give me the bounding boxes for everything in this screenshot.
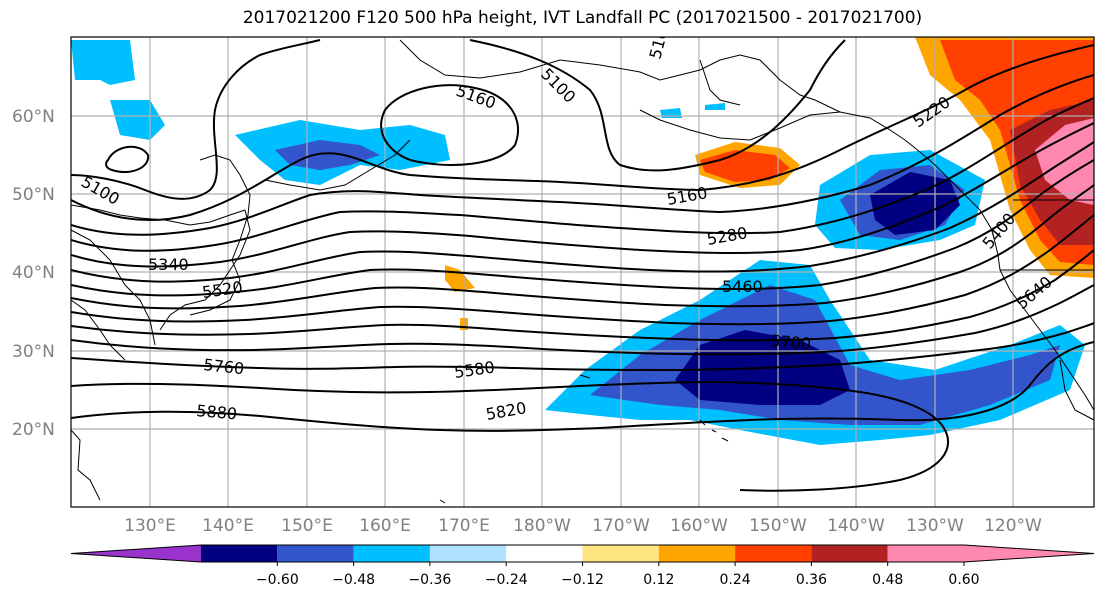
contour-label: 5760 (203, 355, 245, 378)
colorbar-outline (70, 544, 1095, 563)
colorbar: −0.60 −0.48 −0.36 −0.24 −0.12 0.12 0.24 0.36 0.4… (70, 544, 1095, 588)
colorbar-tick-label: 0.12 (643, 572, 674, 588)
colorbar-tick-label: −0.36 (408, 572, 451, 588)
lat-label: 50°N (12, 185, 55, 205)
lon-label: 140°E (202, 516, 254, 536)
colorbar-tick-label: −0.60 (256, 572, 299, 588)
lon-label: 130°W (906, 516, 964, 536)
lon-label: 120°W (984, 516, 1042, 536)
lon-label: 150°E (281, 516, 333, 536)
colorbar-segment (201, 545, 278, 562)
colorbar-segment (582, 545, 659, 562)
contour-label: 5340 (148, 255, 189, 274)
colorbar-tick-label: −0.24 (485, 572, 528, 588)
latitude-labels: 60°N 50°N 40°N 30°N 20°N (12, 107, 55, 440)
colorbar-tick-label: −0.12 (561, 572, 604, 588)
colorbar-tick-label: 0.24 (720, 572, 751, 588)
colorbar-segment (429, 545, 507, 562)
colorbar-segment (658, 545, 736, 562)
colorbar-extension-high (964, 545, 1094, 562)
colorbar-segment (735, 545, 812, 562)
lat-label: 60°N (12, 107, 55, 127)
lon-label: 180°W (513, 516, 571, 536)
lon-label: 170°E (438, 516, 490, 536)
contour-label: 5880 (196, 401, 238, 423)
colorbar-tick-label: 0.60 (948, 572, 979, 588)
longitude-labels: 130°E 140°E 150°E 160°E 170°E 180°W 170°… (124, 516, 1042, 536)
plot-frame (70, 36, 1095, 508)
colorbar-extension-low (71, 545, 201, 562)
lon-label: 130°E (124, 516, 176, 536)
height-contours (71, 39, 1094, 492)
contour-label: 5700 (770, 331, 812, 353)
colorbar-segment (811, 545, 888, 562)
map-title: 2017021200 F120 500 hPa height, IVT Land… (242, 8, 923, 28)
lon-label: 160°W (670, 516, 728, 536)
colorbar-tick-label: −0.48 (332, 572, 375, 588)
colorbar-segment (887, 545, 964, 562)
colorbar-segment (277, 545, 354, 562)
lon-label: 160°E (359, 516, 411, 536)
lon-label: 150°W (749, 516, 807, 536)
colorbar-segment (353, 545, 430, 562)
colorbar-tick-label: 0.48 (872, 572, 903, 588)
contour-label: 5460 (722, 277, 763, 296)
lon-label: 170°W (592, 516, 650, 536)
colorbar-tick-label: 0.36 (796, 572, 827, 588)
lon-label: 140°W (827, 516, 885, 536)
lat-label: 30°N (12, 342, 55, 362)
colorbar-segment (506, 545, 583, 562)
lat-label: 20°N (12, 420, 55, 440)
lat-label: 40°N (12, 263, 55, 283)
